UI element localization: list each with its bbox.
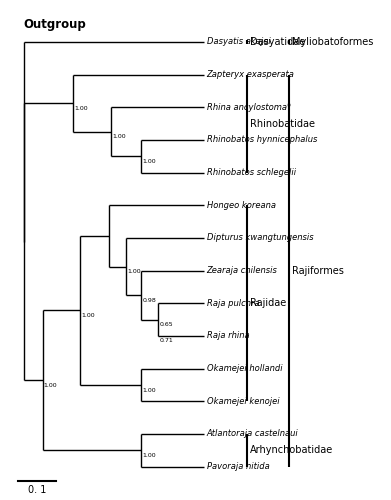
Text: Rajidae: Rajidae [250,298,286,308]
Text: Rhina ancylostoma*: Rhina ancylostoma* [206,103,291,112]
Text: Arhynchobatidae: Arhynchobatidae [250,446,334,456]
Text: Dasyatis akajei: Dasyatis akajei [206,38,270,46]
Text: Raja pulchra: Raja pulchra [206,299,259,308]
Text: Rajiformes: Rajiformes [292,266,344,276]
Text: Outgroup: Outgroup [23,18,86,30]
Text: 1.00: 1.00 [112,134,126,140]
Text: 1.00: 1.00 [74,106,88,111]
Text: 0.98: 0.98 [142,298,156,302]
Text: 1.00: 1.00 [44,383,57,388]
Text: 1.00: 1.00 [142,159,156,164]
Text: 1.00: 1.00 [82,313,95,318]
Text: 1.00: 1.00 [142,388,156,392]
Text: Rhinobatos hynnicephalus: Rhinobatos hynnicephalus [206,136,317,144]
Text: 0. 1: 0. 1 [28,485,46,495]
Text: Hongeo koreana: Hongeo koreana [206,201,276,210]
Text: 1.00: 1.00 [127,269,141,274]
Text: Atlantoraja castelnaui: Atlantoraja castelnaui [206,430,298,438]
Text: Rhinobatidae: Rhinobatidae [250,118,315,128]
Text: Okamejei hollandi: Okamejei hollandi [206,364,282,373]
Text: Dipturus kwangtungensis: Dipturus kwangtungensis [206,234,313,242]
Text: 0.71: 0.71 [159,338,173,342]
Text: Dasyatidae: Dasyatidae [250,37,305,47]
Text: 1.00: 1.00 [142,453,156,458]
Text: 0.65: 0.65 [159,322,173,327]
Text: Myliobatoformes: Myliobatoformes [292,37,373,47]
Text: Okamejei kenojei: Okamejei kenojei [206,397,279,406]
Text: Zapteryx exasperata: Zapteryx exasperata [206,70,294,79]
Text: Raja rhina: Raja rhina [206,332,249,340]
Text: Zearaja chilensis: Zearaja chilensis [206,266,278,275]
Text: Pavoraja nitida: Pavoraja nitida [206,462,269,471]
Text: Rhinobatos schlegelii: Rhinobatos schlegelii [206,168,296,177]
